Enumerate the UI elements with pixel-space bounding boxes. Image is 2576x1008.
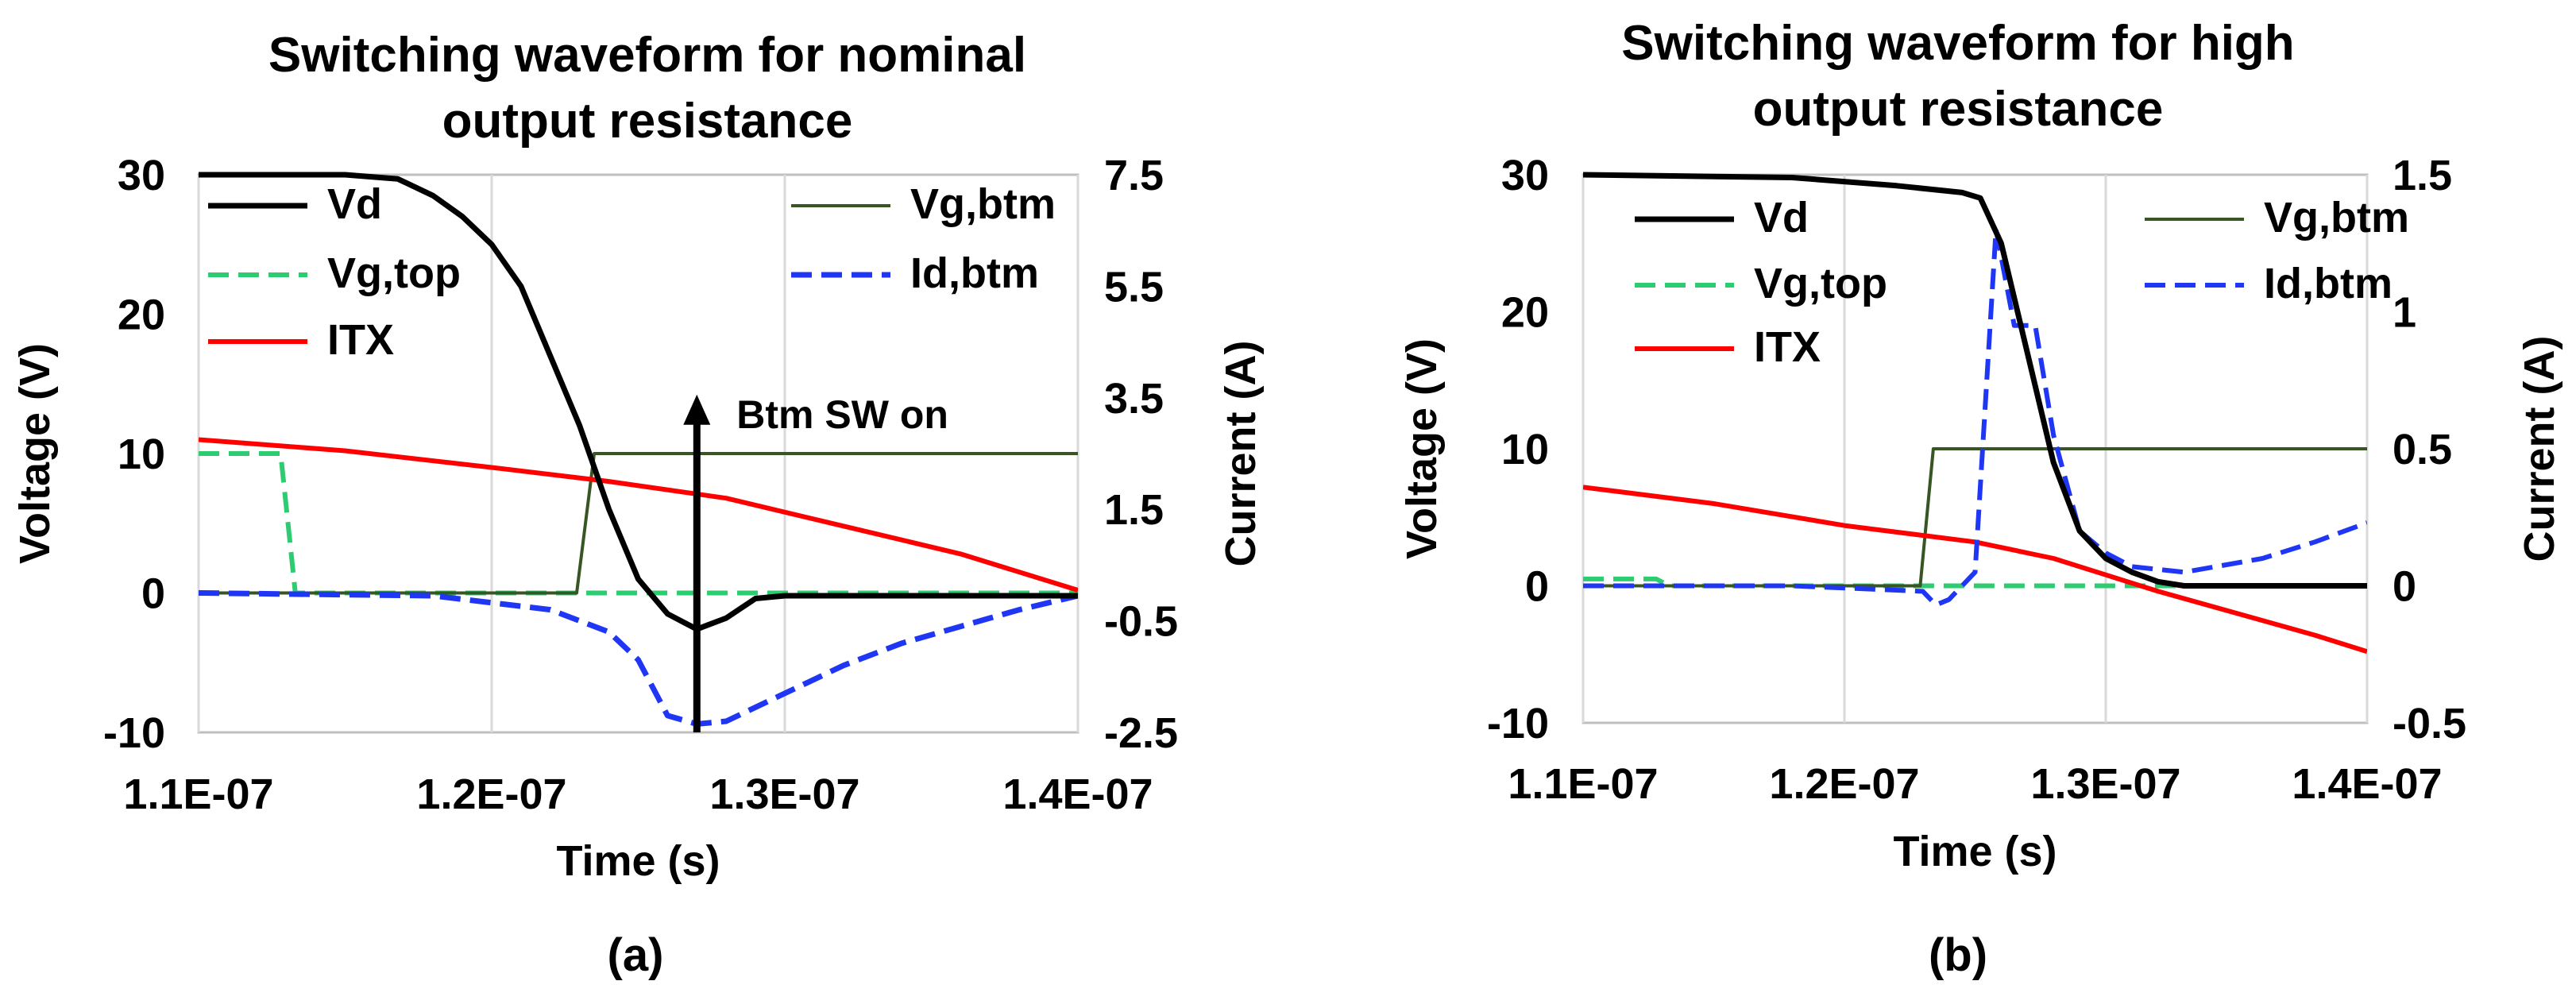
x-tick-label: 1.1E-07 [123,770,273,818]
x-tick-label: 1.4E-07 [1002,770,1153,818]
series-line-vg-btm [1583,447,2367,588]
legend-label: Vd [327,180,382,228]
x-tick-label: 1.1E-07 [1508,760,1658,808]
legend-label: Id,btm [910,249,1039,297]
panel-label: (a) [608,929,664,981]
chart-panel-b: Switching waveform for high output resist… [1398,16,2563,981]
y-right-axis-title: Current (A) [2516,336,2563,562]
y-right-tick-label: 5.5 [1104,263,1164,311]
x-tick-label: 1.3E-07 [2030,760,2180,808]
series-line-vg-top [1583,576,2367,589]
chart-panel-a: Switching waveform for nominal output res… [11,28,1265,981]
y-right-axis-title: Current (A) [1217,341,1265,567]
y-right-tick-label: 1.5 [1104,486,1164,534]
y-left-tick-label: 20 [118,292,165,339]
legend-label: Vg,top [327,249,461,297]
annotation-arrow-head [683,394,711,425]
legend-label: ITX [1754,323,1821,371]
series-line-vd [199,172,1078,632]
y-left-tick-label: 0 [1525,563,1549,611]
y-right-tick-label: 1 [2393,289,2416,337]
legend-label: Vg,btm [910,180,1056,228]
legend-label: Vg,top [1754,260,1887,307]
series-line-id-btm [199,590,1078,727]
legend-label: Vg,btm [2264,194,2409,241]
chart-title-line: Switching waveform for high [1621,16,2294,71]
x-tick-label: 1.2E-07 [416,770,566,818]
x-axis-title: Time (s) [1893,828,2057,875]
y-left-tick-label: 30 [118,152,165,199]
series-line-vd [1583,172,2367,589]
y-right-tick-label: 3.5 [1104,375,1164,423]
x-tick-label: 1.4E-07 [2292,760,2442,808]
y-right-tick-label: 0 [2393,563,2416,611]
panel-label: (b) [1929,929,1987,981]
chart-title-line: output resistance [1753,82,2164,137]
y-left-tick-label: 20 [1501,289,1549,337]
x-tick-label: 1.2E-07 [1769,760,1919,808]
chart-title-line: output resistance [442,94,853,149]
y-right-tick-label: -2.5 [1104,709,1178,757]
annotation-label: Btm SW on [736,392,948,437]
legend-label: ITX [327,316,394,364]
y-right-tick-label: 0.5 [2393,426,2452,473]
series-line-vg-top [199,451,1078,596]
series-line-itx [1583,485,2367,655]
y-left-tick-label: 0 [141,570,165,618]
y-right-tick-label: 1.5 [2393,152,2452,199]
chart-title-line: Switching waveform for nominal [268,28,1026,83]
y-right-tick-label: -0.5 [2393,700,2466,747]
y-left-tick-label: -10 [1487,700,1549,747]
y-left-axis-title: Voltage (V) [11,343,59,564]
y-left-tick-label: 30 [1501,152,1549,199]
x-tick-label: 1.3E-07 [709,770,859,818]
y-left-tick-label: 10 [1501,426,1549,473]
legend-label: Vd [1754,194,1809,241]
y-left-tick-label: 10 [118,431,165,478]
legend-label: Id,btm [2264,260,2393,307]
x-axis-title: Time (s) [556,837,720,885]
y-left-axis-title: Voltage (V) [1398,338,1446,559]
series-line-id-btm [1583,227,2367,608]
series-line-itx [199,437,1078,593]
y-right-tick-label: -0.5 [1104,598,1178,646]
y-left-tick-label: -10 [103,709,165,757]
y-right-tick-label: 7.5 [1104,152,1164,199]
